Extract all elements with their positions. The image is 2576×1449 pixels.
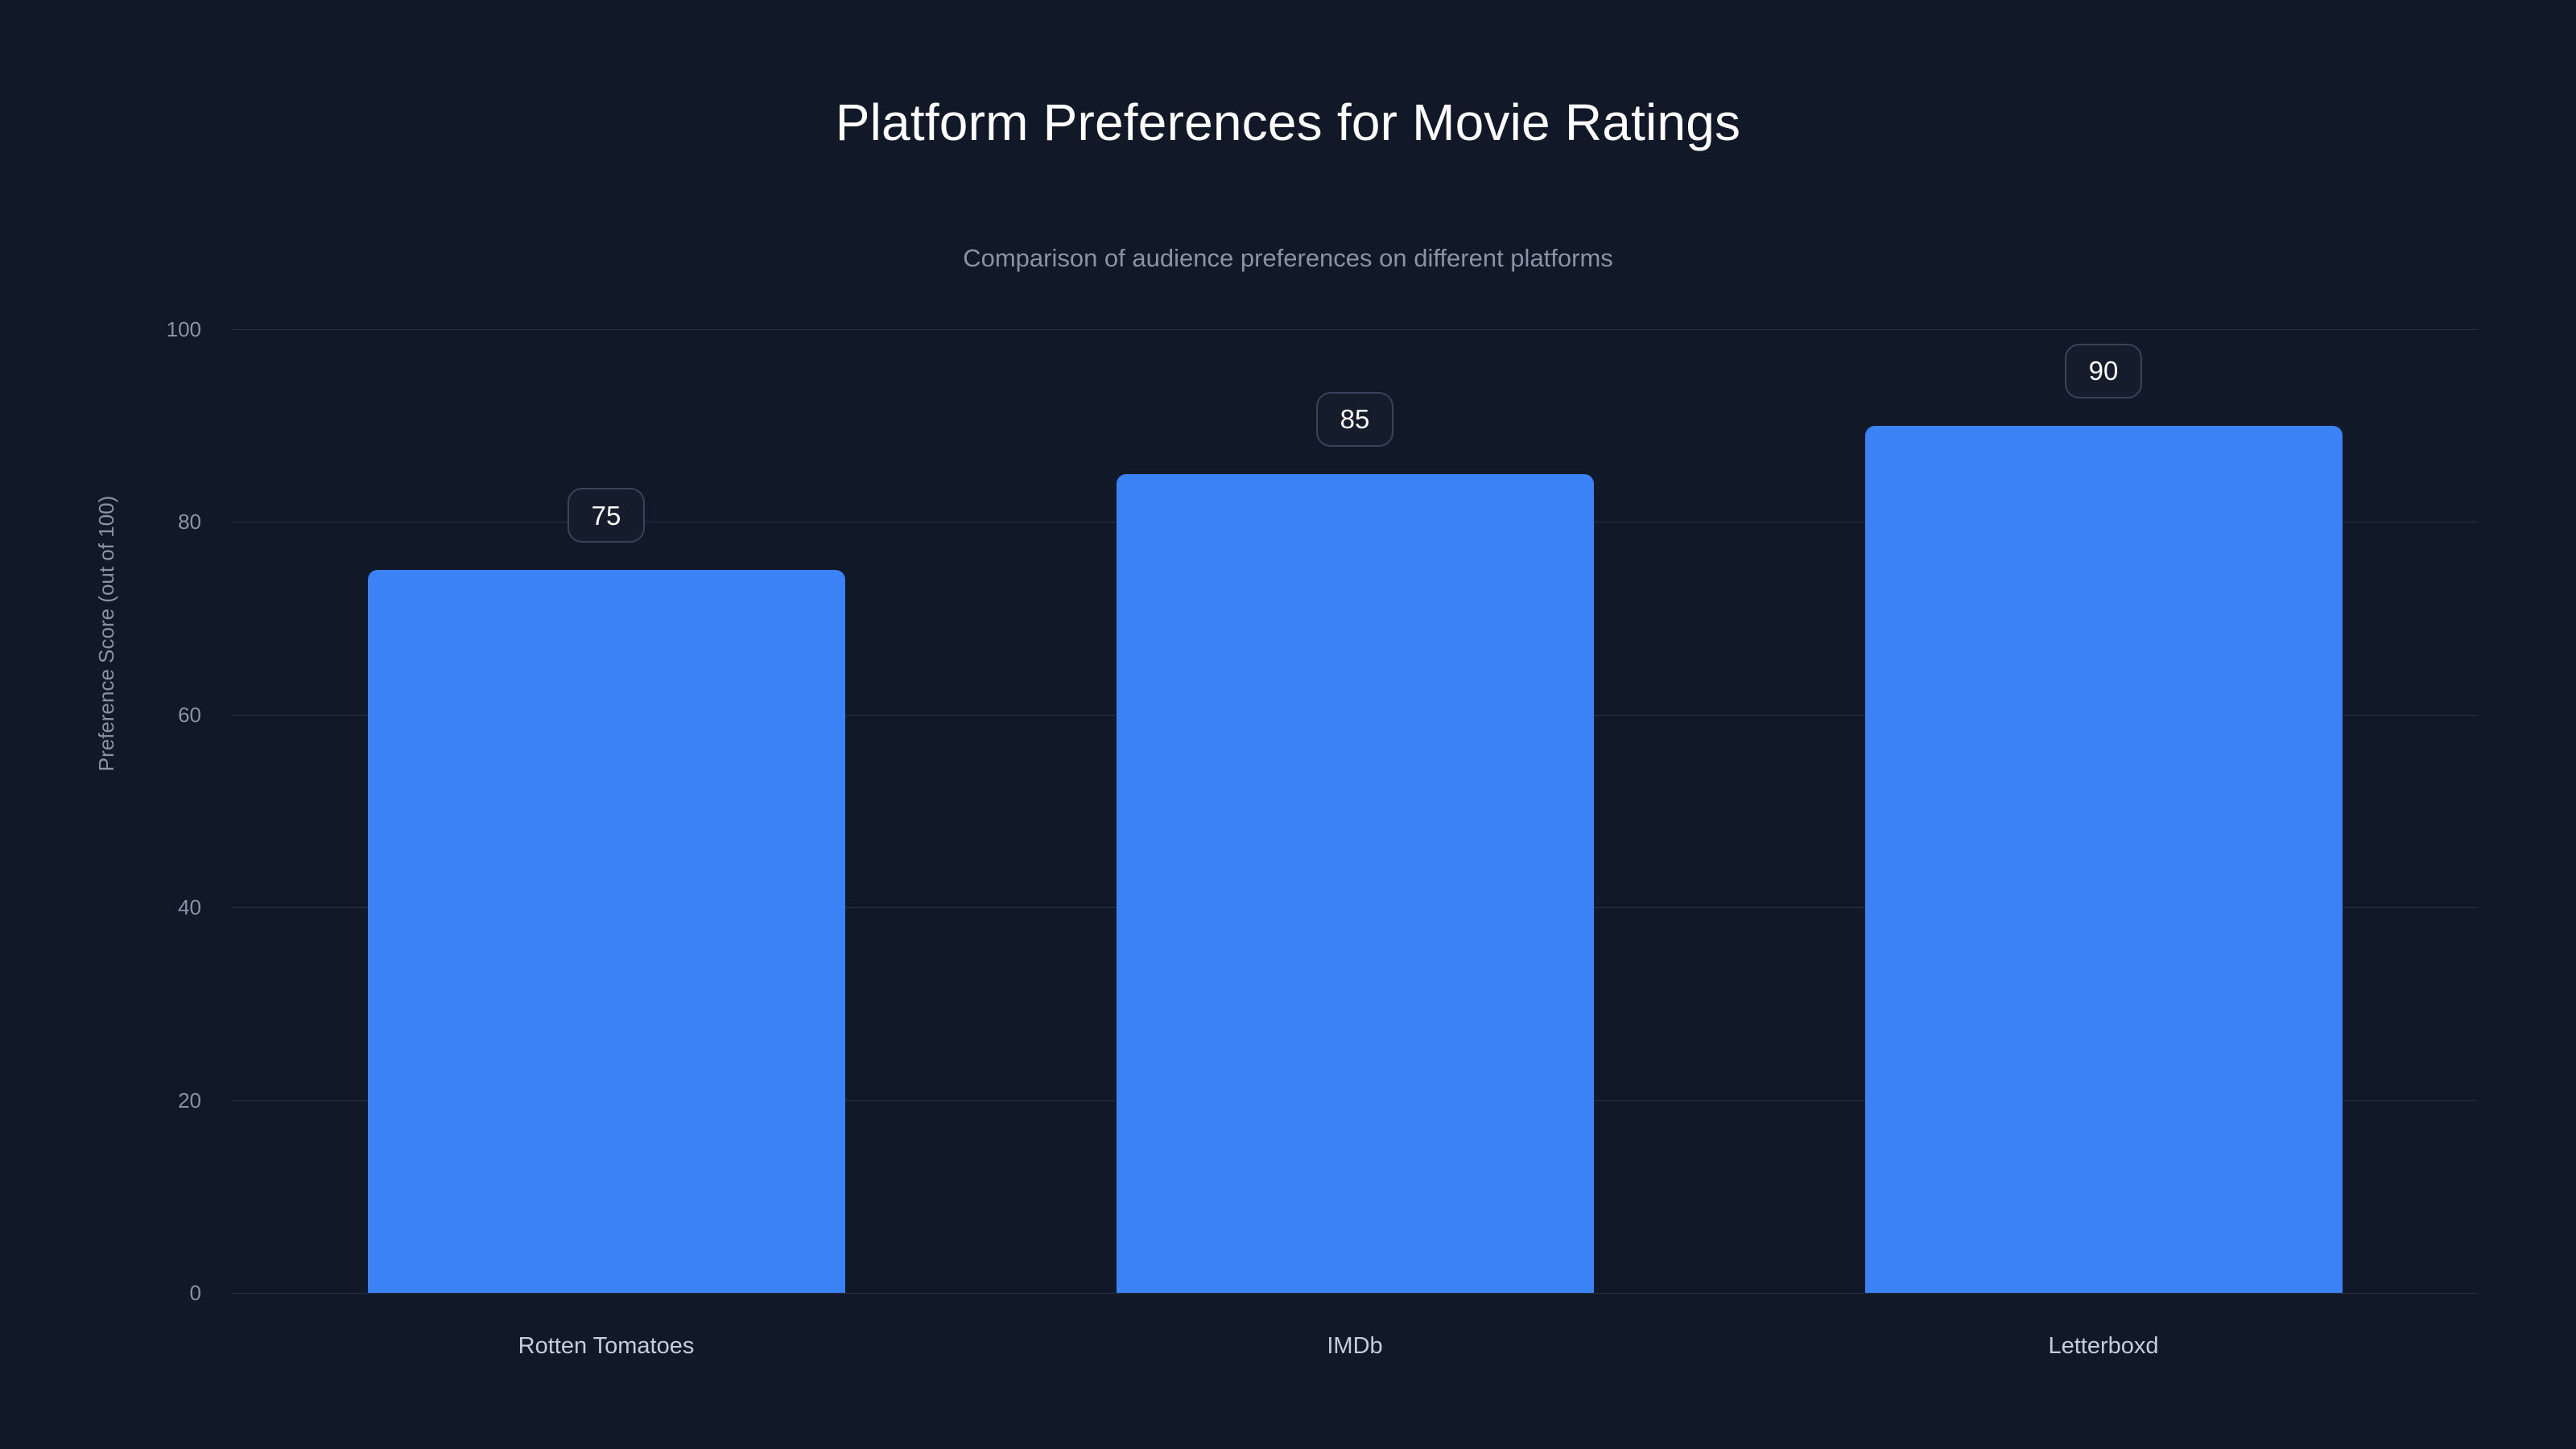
gridline — [232, 1293, 2478, 1294]
chart-subtitle: Comparison of audience preferences on di… — [963, 244, 1613, 272]
x-axis-tick-label: Letterboxd — [2048, 1333, 2159, 1359]
bar-value-badge: 85 — [1316, 391, 1393, 447]
bar[interactable] — [367, 570, 845, 1293]
y-axis-tick-label: 100 — [166, 317, 201, 341]
bar-value-badge: 90 — [2065, 343, 2142, 398]
bar-value-badge: 75 — [568, 488, 645, 543]
plot-area — [232, 329, 2478, 1294]
x-axis-tick-label: Rotten Tomatoes — [518, 1333, 695, 1359]
bar[interactable] — [1116, 473, 1594, 1293]
y-axis-title: Preference Score (out of 100) — [94, 495, 118, 772]
y-axis-tick-label: 40 — [178, 895, 201, 920]
y-axis-tick-label: 20 — [178, 1088, 201, 1113]
bar[interactable] — [1864, 425, 2343, 1293]
gridline — [232, 329, 2478, 330]
chart-title: Platform Preferences for Movie Ratings — [835, 93, 1741, 151]
x-axis-tick-label: IMDb — [1327, 1333, 1383, 1359]
y-axis-tick-label: 60 — [178, 702, 201, 727]
y-axis-tick-label: 80 — [178, 510, 201, 535]
y-axis-tick-label: 0 — [189, 1281, 201, 1305]
